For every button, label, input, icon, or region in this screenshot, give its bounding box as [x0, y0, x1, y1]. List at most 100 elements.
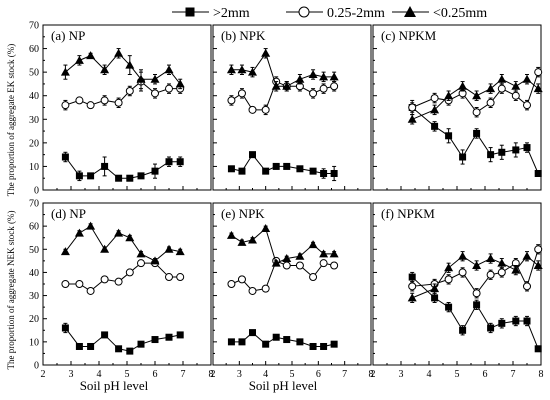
data-point-circle — [511, 91, 520, 100]
data-point-circle — [165, 273, 173, 282]
series-large — [408, 271, 542, 353]
data-point-circle — [295, 261, 304, 270]
data-point-circle — [486, 270, 495, 279]
data-point-square — [101, 162, 109, 170]
data-point-triangle — [248, 67, 257, 76]
x-tick-label: 4 — [427, 369, 432, 380]
data-point-triangle — [497, 258, 507, 267]
data-point-circle — [282, 261, 291, 270]
data-point-circle — [86, 101, 95, 110]
y-tick-label: 20 — [29, 138, 39, 149]
x-tick-label: 2 — [371, 369, 376, 380]
data-point-square — [115, 345, 123, 353]
data-point-triangle — [444, 263, 454, 272]
series-line-large — [411, 276, 539, 349]
panel-title: (d) NP — [51, 206, 86, 221]
series-line-large — [65, 327, 181, 352]
data-point-circle — [408, 103, 417, 112]
data-point-square — [272, 333, 280, 341]
data-point-circle — [61, 280, 70, 288]
series-line-medium — [231, 80, 335, 111]
data-point-triangle — [472, 260, 482, 269]
data-point-triangle — [150, 74, 160, 83]
legend: >2mm 0.25-2mm <0.25mm — [172, 6, 487, 21]
data-point-triangle — [226, 230, 236, 239]
data-point-triangle — [533, 260, 543, 269]
data-point-circle — [523, 101, 531, 110]
data-point-square — [75, 342, 83, 350]
legend-item-large: >2mm — [172, 6, 250, 21]
data-point-circle — [261, 284, 270, 293]
data-point-square — [459, 153, 467, 161]
series-large — [227, 329, 338, 350]
legend-marker-square — [185, 7, 195, 17]
data-point-circle — [486, 98, 495, 107]
data-point-square — [523, 317, 531, 325]
data-point-triangle — [136, 74, 146, 83]
data-point-triangle — [164, 244, 174, 253]
data-point-circle — [176, 273, 185, 282]
y-tick-label: 30 — [29, 115, 39, 126]
data-point-triangle — [329, 249, 339, 258]
data-point-triangle — [86, 51, 96, 60]
data-point-triangle — [261, 48, 271, 57]
data-point-circle — [114, 277, 123, 286]
data-point-square — [534, 345, 542, 353]
legend-label-large: >2mm — [213, 6, 250, 21]
series-line-medium — [231, 260, 335, 292]
data-point-square — [165, 158, 173, 166]
series-medium — [408, 244, 543, 299]
data-point-triangle — [74, 228, 84, 237]
x-tick-label: 4 — [97, 369, 102, 380]
data-point-circle — [330, 261, 339, 270]
data-point-triangle — [114, 48, 124, 57]
data-point-square — [151, 336, 159, 344]
y-tick-label: 60 — [29, 222, 39, 233]
x-tick-label: 7 — [342, 369, 347, 380]
y-tick-label: 10 — [29, 337, 39, 348]
x-tick-label: 4 — [263, 369, 268, 380]
data-point-square — [115, 174, 123, 182]
panel-frame — [212, 24, 372, 191]
data-point-triangle — [60, 247, 70, 256]
data-point-triangle — [295, 251, 305, 260]
data-point-triangle — [125, 60, 135, 69]
y-tick-label: 70 — [29, 21, 39, 32]
data-point-circle — [472, 289, 481, 298]
y-tick-label: 40 — [29, 268, 39, 279]
data-point-square — [487, 324, 495, 332]
data-point-circle — [319, 259, 328, 268]
data-point-triangle — [150, 256, 160, 265]
data-point-square — [445, 132, 453, 140]
data-point-circle — [237, 89, 246, 98]
legend-item-medium: 0.25-2mm — [286, 6, 385, 21]
data-point-square — [487, 151, 495, 159]
data-point-square — [296, 338, 304, 346]
x-axis-label-left: Soil pH level — [80, 378, 149, 393]
series-line-medium — [412, 71, 539, 113]
y-tick-label: 70 — [29, 199, 39, 210]
data-point-circle — [100, 275, 109, 284]
y-tick-label: 40 — [29, 91, 39, 102]
panel-2: (b) NPK — [212, 24, 372, 191]
y-tick-label: 50 — [29, 245, 39, 256]
x-tick-label: 7 — [181, 369, 186, 380]
data-point-circle — [75, 96, 84, 105]
series-medium — [227, 76, 339, 116]
panel-4: 2 3 4 5 6 7 8 0 10 20 30 40 50 60 70 (d) NP — [29, 199, 214, 381]
data-point-triangle — [295, 74, 305, 83]
data-point-square — [75, 172, 83, 180]
data-point-square — [87, 172, 95, 180]
data-point-triangle — [136, 249, 146, 258]
series-line-large — [231, 153, 335, 174]
data-point-circle — [408, 282, 417, 291]
data-point-square — [176, 158, 184, 166]
series-large — [61, 151, 184, 182]
data-point-circle — [137, 259, 145, 268]
panel-3: (c) NPKM — [372, 24, 543, 191]
x-tick-label: 7 — [511, 369, 516, 380]
data-point-circle — [534, 68, 543, 77]
panel-1: 0 10 20 30 40 50 60 70 (a) NP — [29, 21, 212, 197]
data-point-square — [330, 340, 338, 348]
